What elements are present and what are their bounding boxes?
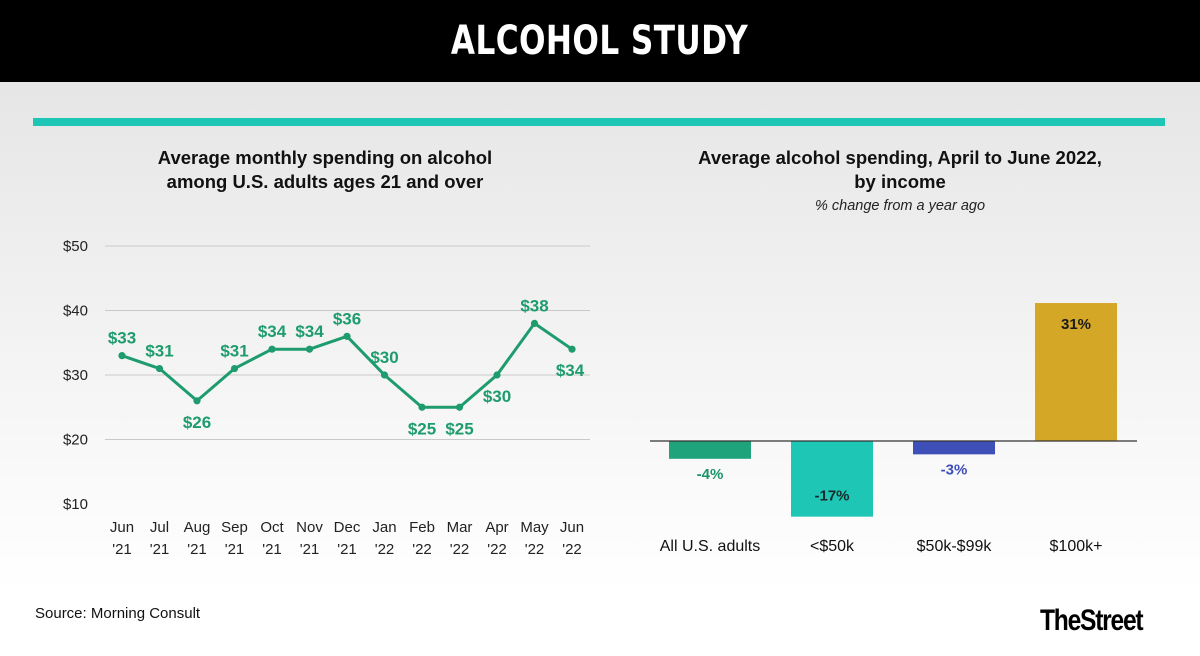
bar-chart-subtitle: % change from a year ago <box>814 198 986 214</box>
x-tick-year: '22 <box>375 541 395 558</box>
data-label: $25 <box>408 419 436 438</box>
x-tick-year: '21 <box>262 541 282 558</box>
bar-value-label: -17% <box>814 488 849 505</box>
y-tick-label: $30 <box>63 367 88 384</box>
x-tick-year: '21 <box>112 541 132 558</box>
page-title: ALCOHOL STUDY <box>451 18 749 64</box>
x-tick-label: Feb <box>409 519 435 536</box>
x-tick-year: '22 <box>562 541 582 558</box>
x-tick-year: '22 <box>525 541 545 558</box>
bar-category-label: <$50k <box>810 538 855 555</box>
bar-chart-title-line1: Average alcohol spending, April to June … <box>698 147 1102 168</box>
data-point <box>380 371 389 379</box>
data-point <box>305 345 314 353</box>
bar-category-label: All U.S. adults <box>660 538 760 555</box>
bar <box>913 441 995 455</box>
line-chart-title-line1: Average monthly spending on alcohol <box>157 147 493 168</box>
data-label: $25 <box>445 419 473 438</box>
line-chart: $10 $20 $30 $40 $50 Jun '21 Jul '21 Aug '21 Sep '21 O… <box>63 238 590 558</box>
data-label: $31 <box>145 342 173 361</box>
data-label: $34 <box>258 322 287 341</box>
bar-chart-title: Average alcohol spending, April to June … <box>600 146 1200 194</box>
x-tick-year: '22 <box>450 541 470 558</box>
x-tick-year: '22 <box>412 541 432 558</box>
bar <box>1035 303 1117 441</box>
header-banner: ALCOHOL STUDY <box>0 0 1200 82</box>
data-point <box>530 319 539 327</box>
data-label: $33 <box>108 329 136 348</box>
bar-category-label: $100k+ <box>1050 538 1103 555</box>
x-tick-label: Mar <box>447 519 473 536</box>
data-label: $30 <box>483 387 511 406</box>
bar-value-label: -3% <box>941 461 968 478</box>
chart-panel <box>0 82 1200 590</box>
data-point <box>118 352 126 360</box>
x-tick-label: Apr <box>485 519 508 536</box>
data-point <box>493 371 501 379</box>
x-tick-label: Jul <box>150 519 169 536</box>
x-tick-label: Oct <box>260 519 284 536</box>
data-point <box>155 364 164 373</box>
data-point <box>343 332 351 340</box>
brand-logo: TheStreet <box>1040 604 1144 637</box>
line-chart-title-line2: among U.S. adults ages 21 and over <box>166 171 484 192</box>
data-point <box>230 364 239 373</box>
bar-category-label: $50k-$99k <box>917 538 993 555</box>
x-tick-label: Sep <box>221 519 248 536</box>
data-label: $26 <box>183 413 211 432</box>
data-point <box>455 403 464 411</box>
x-tick-label: Jun <box>560 519 584 536</box>
bar-value-label: -4% <box>697 466 724 483</box>
data-point <box>418 403 426 411</box>
bar <box>791 441 873 517</box>
y-tick-label: $40 <box>63 303 88 320</box>
data-label: $34 <box>295 322 324 341</box>
x-tick-label: Dec <box>334 519 361 536</box>
data-point <box>193 397 201 405</box>
data-label: $38 <box>520 296 548 315</box>
data-label: $31 <box>220 342 248 361</box>
line-chart-title: Average monthly spending on alcohol amon… <box>60 146 590 194</box>
x-tick-label: Nov <box>296 519 323 536</box>
accent-rule <box>33 118 1165 126</box>
x-tick-year: '21 <box>187 541 207 558</box>
data-point <box>568 345 576 353</box>
x-tick-year: '22 <box>487 541 507 558</box>
y-tick-label: $10 <box>63 496 88 513</box>
source-note: Source: Morning Consult <box>35 605 201 622</box>
x-tick-label: May <box>520 519 549 536</box>
bar <box>669 441 751 459</box>
x-tick-year: '21 <box>300 541 320 558</box>
x-tick-label: Aug <box>184 519 211 536</box>
data-point <box>268 345 276 353</box>
bar-chart-title-line2: by income <box>854 171 946 192</box>
bar-value-label: 31% <box>1061 316 1091 333</box>
bar-chart: -4% All U.S. adults -17% <$50k -3% $50k-$99k 3… <box>650 303 1137 555</box>
x-tick-year: '21 <box>150 541 170 558</box>
x-tick-year: '21 <box>225 541 245 558</box>
data-label: $34 <box>556 361 585 380</box>
data-label: $30 <box>370 348 398 367</box>
y-tick-label: $50 <box>63 238 88 255</box>
x-tick-label: Jan <box>372 519 396 536</box>
x-tick-label: Jun <box>110 519 134 536</box>
y-tick-label: $20 <box>63 432 88 449</box>
data-label: $36 <box>333 309 361 328</box>
x-tick-year: '21 <box>337 541 357 558</box>
